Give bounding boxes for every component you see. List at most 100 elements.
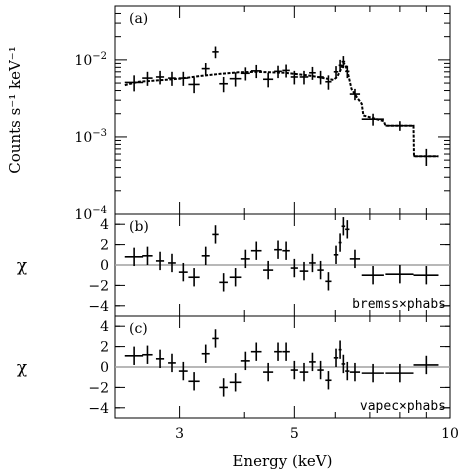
- data-point: [168, 353, 176, 373]
- data-point: [142, 246, 153, 265]
- data-point: [178, 71, 188, 86]
- data-point: [274, 240, 282, 259]
- data-point: [240, 249, 250, 269]
- data-point: [325, 371, 332, 390]
- x-tick-label: 3: [175, 426, 184, 442]
- data-point: [124, 247, 144, 267]
- data-point: [219, 76, 228, 93]
- data-point: [229, 373, 242, 392]
- x-tick-label: 10: [441, 426, 459, 442]
- data-point: [341, 354, 346, 374]
- panel-c-model-annotation: vapec×phabs: [360, 399, 446, 414]
- data-point: [188, 77, 200, 94]
- data-point: [155, 70, 165, 85]
- x-tick-label: 5: [290, 426, 299, 442]
- panel-b-data: [124, 217, 439, 292]
- data-point: [250, 342, 262, 361]
- panel-b-ticks: 4 2 0 −2 −4: [88, 214, 451, 316]
- data-point: [299, 70, 309, 85]
- data-point: [338, 340, 342, 359]
- data-point: [250, 64, 262, 79]
- data-point: [188, 268, 200, 287]
- data-point: [201, 63, 210, 76]
- data-point: [361, 113, 384, 126]
- x-axis-label: Energy (keV): [232, 452, 332, 470]
- data-point: [341, 217, 346, 236]
- panel-a-data: [124, 46, 439, 166]
- data-point: [361, 363, 384, 383]
- panel-c-data: [124, 329, 439, 397]
- data-point: [317, 260, 324, 280]
- data-point: [282, 64, 290, 78]
- data-point: [290, 70, 298, 85]
- y-tick-label: −2: [88, 278, 109, 294]
- data-point: [345, 220, 350, 239]
- data-point: [178, 361, 188, 381]
- data-point: [349, 249, 361, 269]
- data-point: [413, 266, 439, 285]
- data-point: [345, 361, 350, 381]
- y-tick-label: 10−4: [74, 205, 107, 223]
- y-tick-label: 0: [100, 360, 109, 376]
- panel-c-y-axis-label: χ: [17, 358, 27, 378]
- data-point: [309, 352, 316, 372]
- data-point: [317, 360, 324, 380]
- data-point: [413, 148, 439, 166]
- data-point: [325, 75, 332, 90]
- data-point: [229, 72, 242, 87]
- panel-a-label: (a): [129, 11, 148, 27]
- panel-b: (b) 4 2 0 −2 −4 bremss×phabs χ: [17, 213, 451, 317]
- data-point: [274, 65, 282, 79]
- data-point: [413, 355, 439, 375]
- x-axis-tick-labels: 3 5 10: [175, 426, 459, 442]
- data-point: [333, 348, 339, 367]
- data-point: [219, 378, 228, 397]
- data-point: [250, 241, 262, 260]
- data-point: [282, 342, 290, 361]
- data-point: [385, 121, 414, 131]
- data-point: [155, 251, 165, 271]
- panel-c-ticks: 4 2 0 −2 −4: [88, 316, 451, 418]
- panel-b-model-annotation: bremss×phabs: [352, 297, 446, 312]
- data-point: [168, 71, 176, 86]
- data-point: [338, 59, 342, 72]
- y-tick-label: 2: [100, 238, 109, 254]
- data-point: [385, 363, 414, 383]
- y-tick-label: −4: [88, 401, 109, 417]
- data-point: [361, 266, 384, 285]
- panel-b-label: (b): [129, 219, 149, 235]
- y-tick-label: 4: [100, 217, 109, 233]
- data-point: [274, 342, 282, 361]
- panel-a-frame: [114, 5, 451, 215]
- data-point: [212, 225, 219, 244]
- data-point: [333, 245, 339, 264]
- data-point: [349, 362, 361, 382]
- y-tick-label: 10−2: [74, 51, 107, 69]
- data-point: [240, 67, 250, 81]
- data-point: [124, 346, 144, 365]
- data-point: [317, 70, 324, 85]
- data-point: [282, 241, 290, 260]
- data-point: [142, 345, 153, 364]
- panel-a-ticks: 10−2 10−3 10−4: [74, 5, 451, 223]
- data-point: [345, 65, 350, 79]
- data-point: [212, 46, 219, 59]
- data-point: [299, 362, 309, 382]
- data-point: [240, 351, 250, 371]
- data-point: [263, 72, 274, 88]
- data-point: [124, 75, 144, 92]
- data-point: [299, 261, 309, 281]
- data-point: [290, 258, 298, 278]
- data-point: [201, 246, 210, 265]
- data-point: [349, 88, 361, 101]
- data-point: [201, 344, 210, 363]
- y-tick-label: 10−3: [74, 128, 107, 146]
- data-point: [142, 71, 153, 86]
- y-tick-label: 4: [100, 319, 109, 335]
- y-tick-label: 2: [100, 340, 109, 356]
- data-point: [290, 360, 298, 380]
- data-point: [325, 272, 332, 291]
- panel-c: (c) 4 2 0 −2 −4 vapec×phabs χ: [17, 315, 451, 419]
- data-point: [229, 268, 242, 287]
